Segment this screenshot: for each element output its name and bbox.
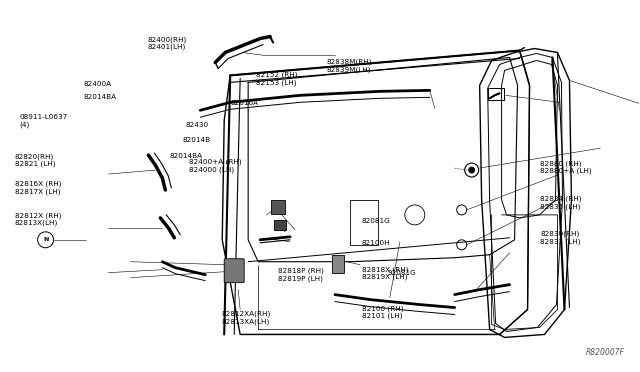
Bar (350, 200, 378, 245)
Text: 82014BA: 82014BA (170, 153, 203, 159)
Text: 82016A: 82016A (230, 100, 259, 106)
Text: 82400(RH)
82401(LH): 82400(RH) 82401(LH) (148, 36, 187, 50)
Text: 82152 (RH)
82153 (LH): 82152 (RH) 82153 (LH) (256, 71, 298, 86)
Text: 82820(RH)
82821 (LH): 82820(RH) 82821 (LH) (15, 153, 55, 167)
Bar (271, 200, 285, 214)
Bar (488, 89, 504, 100)
Text: 82880 (RH)
82880+A (LH): 82880 (RH) 82880+A (LH) (540, 160, 592, 174)
Text: 82818P (RH)
82819P (LH): 82818P (RH) 82819P (LH) (278, 268, 324, 282)
Circle shape (468, 167, 475, 173)
Text: 82081G: 82081G (362, 218, 390, 224)
Text: 82816X (RH)
82817X (LH): 82816X (RH) 82817X (LH) (15, 181, 61, 195)
Text: 82430: 82430 (186, 122, 209, 128)
Text: 82100 (RH)
82101 (LH): 82100 (RH) 82101 (LH) (362, 305, 403, 319)
Text: 82400A: 82400A (84, 81, 112, 87)
Bar (332, 255, 344, 273)
Text: 82812X (RH)
82813X(LH): 82812X (RH) 82813X(LH) (15, 212, 61, 226)
Text: 92081G: 92081G (387, 270, 416, 276)
Text: N: N (43, 237, 48, 242)
Text: 82400+A (RH)
824000 (LH): 82400+A (RH) 824000 (LH) (189, 158, 242, 173)
Text: 82014B: 82014B (182, 137, 211, 143)
Text: 82812XA(RH)
82813XA(LH): 82812XA(RH) 82813XA(LH) (221, 311, 270, 324)
Text: 82014BA: 82014BA (84, 94, 117, 100)
Text: R820007F: R820007F (586, 348, 625, 357)
Bar (274, 220, 286, 230)
Text: 82830(RH)
82831 (LH): 82830(RH) 82831 (LH) (540, 231, 581, 245)
Text: 82838M(RH)
82839M(LH): 82838M(RH) 82839M(LH) (326, 58, 372, 73)
Text: 82100H: 82100H (362, 240, 390, 246)
Text: 82834 (RH)
82835 (LH): 82834 (RH) 82835 (LH) (540, 196, 582, 210)
Text: 08911-L0637
(4): 08911-L0637 (4) (20, 115, 68, 128)
Text: 82818X (RH)
82819X (LH): 82818X (RH) 82819X (LH) (362, 266, 408, 280)
FancyBboxPatch shape (224, 259, 244, 283)
